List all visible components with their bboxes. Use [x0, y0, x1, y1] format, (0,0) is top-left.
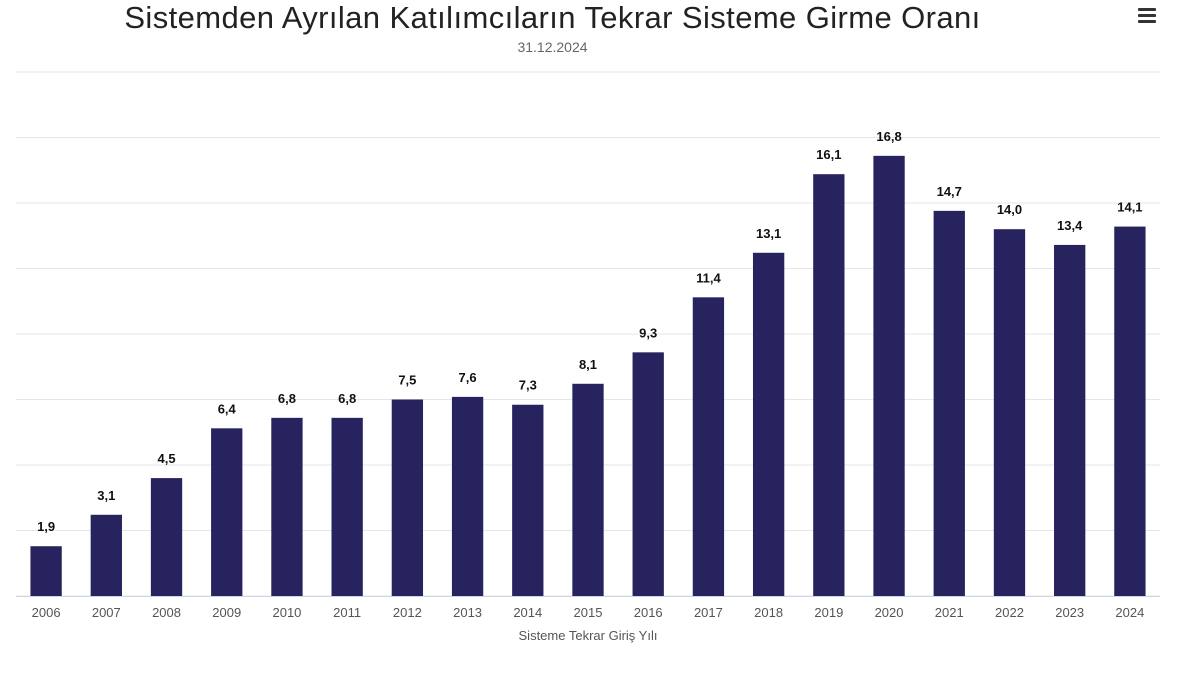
data-label-2022: 14,0	[997, 202, 1022, 217]
x-tick-2011: 2011	[333, 605, 361, 620]
x-tick-2015: 2015	[574, 605, 603, 620]
data-label-2015: 8,1	[579, 357, 597, 372]
x-tick-2009: 2009	[212, 605, 241, 620]
bars	[30, 155, 1146, 597]
bar-2009[interactable]	[211, 428, 243, 596]
data-label-2021: 14,7	[937, 184, 962, 199]
x-tick-2019: 2019	[814, 605, 843, 620]
x-axis-tick-labels: 2006 2007 2008 2009 2010 2011 2012 2013 2014 2015…	[32, 605, 1145, 620]
data-label-2020: 16,8	[876, 129, 901, 144]
bar-2023[interactable]	[1054, 244, 1086, 597]
chart-subtitle: 31.12.2024	[517, 39, 588, 55]
bar-2014[interactable]	[512, 404, 544, 596]
data-labels: 1,9 3,1 4,5 6,4 6,8 6,8 7,5 7,6 7,3 8,1 9,3 11,4 13,…	[37, 129, 1142, 534]
bar-2006[interactable]	[30, 546, 62, 596]
bar-2016[interactable]	[632, 352, 664, 596]
data-label-2024: 14,1	[1117, 200, 1142, 215]
x-tick-2014: 2014	[513, 605, 542, 620]
bar-2019[interactable]	[813, 174, 845, 596]
bar-2024[interactable]	[1114, 226, 1146, 596]
data-label-2010: 6,8	[278, 391, 296, 406]
x-axis-title: Sisteme Tekrar Giriş Yılı	[519, 628, 658, 643]
data-label-2006: 1,9	[37, 519, 55, 534]
menu-bars	[1138, 5, 1156, 26]
hamburger-menu-icon[interactable]	[1134, 4, 1160, 26]
x-tick-2021: 2021	[935, 605, 964, 620]
bar-2007[interactable]	[90, 514, 122, 596]
data-label-2008: 4,5	[157, 451, 175, 466]
data-label-2019: 16,1	[816, 147, 841, 162]
data-label-2009: 6,4	[218, 401, 237, 416]
x-tick-2017: 2017	[694, 605, 723, 620]
data-label-2016: 9,3	[639, 325, 657, 340]
x-tick-2012: 2012	[393, 605, 422, 620]
bar-2022[interactable]	[993, 229, 1026, 596]
x-tick-2008: 2008	[152, 605, 181, 620]
x-tick-2016: 2016	[634, 605, 663, 620]
bar-2015[interactable]	[572, 383, 604, 596]
x-tick-2020: 2020	[875, 605, 904, 620]
x-tick-2018: 2018	[754, 605, 783, 620]
data-label-2013: 7,6	[459, 370, 477, 385]
x-tick-2013: 2013	[453, 605, 482, 620]
x-tick-2010: 2010	[272, 605, 301, 620]
chart-title: Sistemden Ayrılan Katılımcıların Tekrar …	[124, 0, 981, 35]
bar-2013[interactable]	[451, 396, 484, 596]
bar-2021[interactable]	[933, 210, 965, 597]
x-tick-2006: 2006	[32, 605, 61, 620]
x-tick-2022: 2022	[995, 605, 1024, 620]
data-label-2011: 6,8	[338, 391, 356, 406]
bar-2008[interactable]	[150, 478, 183, 596]
data-label-2018: 13,1	[756, 226, 781, 241]
bar-2020[interactable]	[873, 155, 905, 596]
bar-2010[interactable]	[271, 417, 303, 596]
bar-2018[interactable]	[752, 252, 785, 596]
gridlines	[16, 71, 1160, 597]
data-label-2017: 11,4	[696, 270, 721, 285]
data-label-2023: 13,4	[1057, 218, 1083, 233]
data-label-2012: 7,5	[398, 373, 416, 388]
data-label-2007: 3,1	[97, 488, 115, 503]
bar-2011[interactable]	[331, 417, 363, 596]
x-tick-2024: 2024	[1115, 605, 1144, 620]
bar-2012[interactable]	[391, 399, 424, 597]
bar-2017[interactable]	[692, 297, 725, 596]
x-tick-2023: 2023	[1055, 605, 1084, 620]
data-label-2014: 7,3	[519, 378, 537, 393]
x-tick-2007: 2007	[92, 605, 121, 620]
